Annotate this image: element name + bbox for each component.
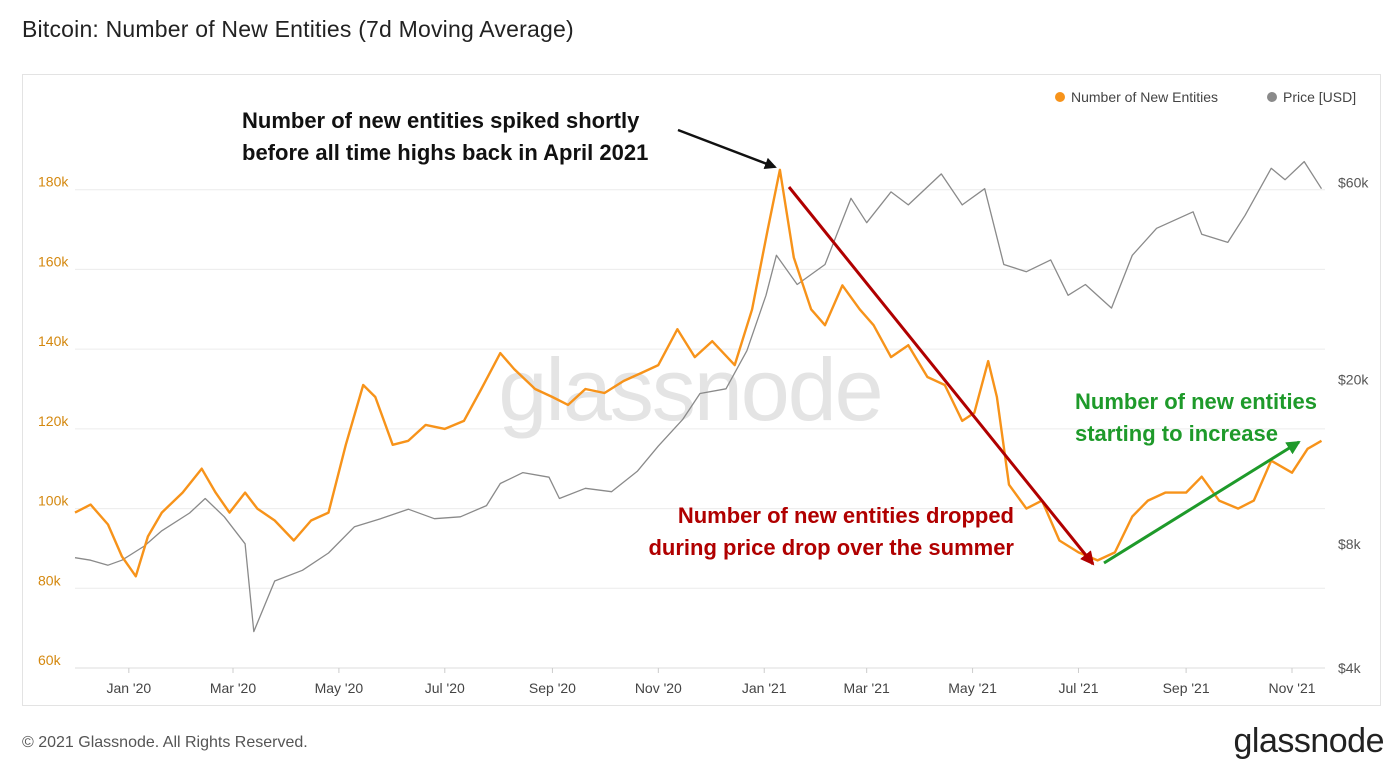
annotation-arrow-black (677, 128, 777, 170)
legend-label: Price [USD] (1283, 89, 1356, 105)
annotation-text: before all time highs back in April 2021 (242, 140, 648, 165)
x-tick-label: Jan '20 (106, 680, 151, 696)
annotations: Number of new entities spiked shortly bef… (242, 108, 1317, 566)
chart-frame (22, 74, 1381, 706)
annotation-text: Number of new entities dropped (678, 503, 1014, 528)
legend-item[interactable]: Number of New Entities (1055, 89, 1218, 105)
y-right-tick-label: $8k (1338, 536, 1362, 552)
legend-label: Number of New Entities (1071, 89, 1218, 105)
price-series (74, 160, 1323, 633)
copyright-text: © 2021 Glassnode. All Rights Reserved. (22, 734, 308, 751)
y-left-tick-label: 160k (38, 253, 69, 269)
x-tick-label: Nov '21 (1268, 680, 1315, 696)
y-left-tick-label: 120k (38, 413, 69, 429)
annotation-arrow-green (1103, 440, 1301, 565)
y-left-tick-label: 140k (38, 333, 69, 349)
x-tick-label: May '20 (315, 680, 364, 696)
annotation-text: starting to increase (1075, 421, 1278, 446)
left-axis: 60k 80k 100k 120k 140k 160k 180k (38, 174, 69, 668)
y-left-tick-label: 80k (38, 572, 62, 588)
y-right-tick-label: $4k (1338, 660, 1362, 676)
right-axis: $4k $8k $20k $60k (1338, 175, 1369, 676)
x-tick-label: Jul '21 (1058, 680, 1098, 696)
glassnode-logo[interactable]: glassnode (1233, 722, 1384, 760)
legend[interactable]: Number of New Entities Price [USD] (1055, 89, 1356, 105)
entities-series (74, 168, 1323, 578)
y-left-tick-label: 100k (38, 493, 69, 509)
watermark-text: glassnode (498, 340, 881, 439)
annotation-text: during price drop over the summer (648, 535, 1014, 560)
annotation-text: Number of new entities (1075, 389, 1317, 414)
gridlines (75, 189, 1325, 669)
x-axis: Jan '20 Mar '20 May '20 Jul '20 Sep '20 Nov '… (106, 668, 1316, 696)
y-right-tick-label: $20k (1338, 372, 1369, 388)
x-tick-label: Sep '21 (1163, 680, 1210, 696)
legend-swatch (1267, 92, 1277, 102)
x-tick-label: May '21 (948, 680, 997, 696)
x-tick-label: Sep '20 (529, 680, 576, 696)
legend-swatch (1055, 92, 1065, 102)
y-left-tick-label: 60k (38, 652, 62, 668)
price-line (74, 160, 1323, 633)
y-left-tick-label: 180k (38, 174, 69, 190)
x-tick-label: Jul '20 (425, 680, 465, 696)
x-tick-label: Nov '20 (635, 680, 682, 696)
x-tick-label: Jan '21 (742, 680, 787, 696)
y-right-tick-label: $60k (1338, 175, 1369, 191)
x-tick-label: Mar '21 (844, 680, 890, 696)
entities-line (74, 168, 1323, 578)
x-tick-label: Mar '20 (210, 680, 256, 696)
legend-item[interactable]: Price [USD] (1267, 89, 1356, 105)
chart-title: Bitcoin: Number of New Entities (7d Movi… (22, 16, 574, 42)
annotation-arrow-red (787, 186, 1095, 566)
annotation-text: Number of new entities spiked shortly (242, 108, 640, 133)
